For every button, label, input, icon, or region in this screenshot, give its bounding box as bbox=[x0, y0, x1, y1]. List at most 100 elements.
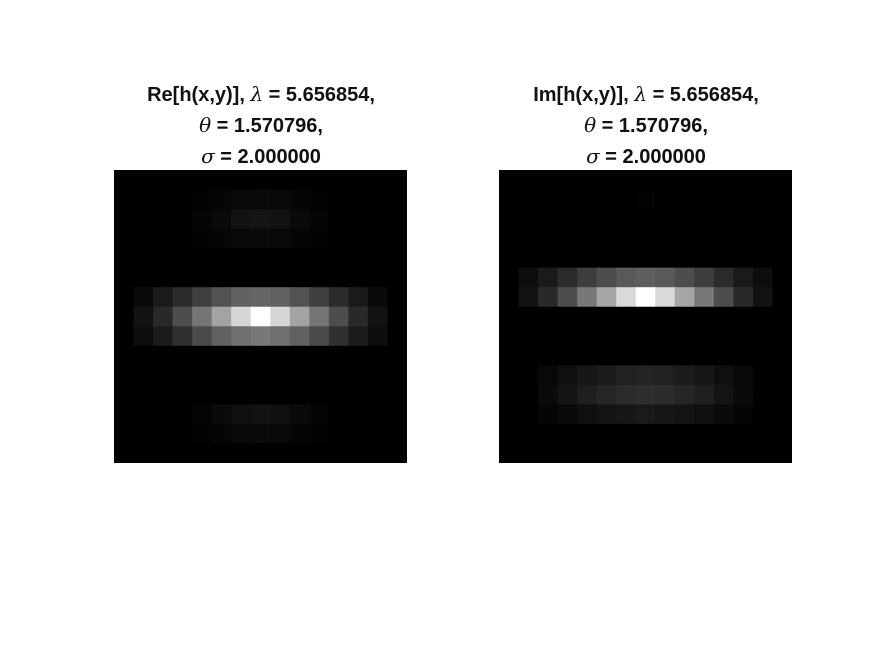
heatmap-cell-r10-c10 bbox=[694, 365, 715, 386]
heatmap-cell-r2-c1 bbox=[133, 209, 154, 229]
heatmap-cell-r6-c13 bbox=[752, 287, 773, 308]
heatmap-cell-r2-c0 bbox=[114, 209, 134, 229]
heatmap-cell-r12-c14 bbox=[387, 404, 407, 425]
heatmap-cell-r11-c14 bbox=[772, 384, 792, 405]
heatmap-cell-r11-c7 bbox=[635, 384, 656, 405]
heatmap-cell-r14-c2 bbox=[538, 443, 558, 463]
heatmap-cell-r2-c13 bbox=[752, 209, 773, 229]
heatmap-cell-r0-c5 bbox=[211, 170, 232, 190]
heatmap-cell-r1-c1 bbox=[518, 189, 539, 210]
heatmap-cell-r8-c4 bbox=[192, 326, 213, 347]
heatmap-cell-r1-c14 bbox=[387, 189, 407, 210]
heatmap-cell-r6-c9 bbox=[289, 287, 310, 308]
heatmap-cell-r5-c11 bbox=[328, 267, 349, 288]
heatmap-cell-r5-c3 bbox=[557, 267, 578, 288]
heatmap-cell-r9-c2 bbox=[153, 345, 173, 366]
heatmap-cell-r12-c9 bbox=[674, 404, 695, 425]
heatmap-cell-r10-c1 bbox=[133, 365, 154, 386]
heatmap-cell-r14-c10 bbox=[309, 443, 330, 463]
heatmap-cell-r10-c12 bbox=[348, 365, 369, 386]
heatmap-cell-r3-c7 bbox=[250, 228, 271, 249]
heatmap-cell-r5-c10 bbox=[694, 267, 715, 288]
heatmap-cell-r5-c13 bbox=[367, 267, 388, 288]
heatmap-cell-r8-c5 bbox=[596, 326, 617, 347]
heatmap-cell-r11-c1 bbox=[133, 384, 154, 405]
heatmap-cell-r6-c5 bbox=[211, 287, 232, 308]
heatmap-cell-r4-c8 bbox=[270, 248, 291, 269]
heatmap-cell-r14-c2 bbox=[153, 443, 173, 463]
heatmap-cell-r11-c9 bbox=[674, 384, 695, 405]
heatmap-cell-r8-c4 bbox=[577, 326, 598, 347]
heatmap-cell-r11-c8 bbox=[270, 384, 291, 405]
heatmap-cell-r7-c11 bbox=[328, 306, 349, 327]
heatmap-cell-r13-c9 bbox=[674, 423, 695, 444]
heatmap-cell-r10-c5 bbox=[596, 365, 617, 386]
heatmap-cell-r13-c2 bbox=[538, 423, 558, 444]
heatmap-cell-r3-c5 bbox=[211, 228, 232, 249]
heatmap-cell-r1-c3 bbox=[557, 189, 578, 210]
heatmap-cell-r0-c8 bbox=[270, 170, 291, 190]
heatmap-cell-r12-c6 bbox=[231, 404, 252, 425]
heatmap-cell-r13-c5 bbox=[596, 423, 617, 444]
heatmap-cell-r11-c4 bbox=[577, 384, 598, 405]
heatmap-cell-r4-c10 bbox=[694, 248, 715, 269]
heatmap-cell-r11-c9 bbox=[289, 384, 310, 405]
heatmap-cell-r5-c0 bbox=[499, 267, 519, 288]
heatmap-cell-r6-c14 bbox=[387, 287, 407, 308]
heatmap-cell-r9-c10 bbox=[309, 345, 330, 366]
heatmap-cell-r13-c11 bbox=[713, 423, 734, 444]
heatmap-cell-r3-c14 bbox=[772, 228, 792, 249]
heatmap-cell-r14-c12 bbox=[348, 443, 369, 463]
heatmap-cell-r12-c14 bbox=[772, 404, 792, 425]
heatmap-cell-r1-c5 bbox=[211, 189, 232, 210]
heatmap-cell-r12-c5 bbox=[211, 404, 232, 425]
heatmap-cell-r9-c0 bbox=[114, 345, 134, 366]
heatmap-cell-r5-c1 bbox=[133, 267, 154, 288]
heatmap-cell-r12-c2 bbox=[538, 404, 558, 425]
heatmap-cell-r1-c5 bbox=[596, 189, 617, 210]
heatmap-cell-r0-c11 bbox=[713, 170, 734, 190]
heatmap-cell-r2-c4 bbox=[192, 209, 213, 229]
heatmap-cell-r4-c4 bbox=[577, 248, 598, 269]
heatmap-cell-r7-c14 bbox=[387, 306, 407, 327]
heatmap-cell-r2-c11 bbox=[713, 209, 734, 229]
heatmap-cell-r7-c8 bbox=[270, 306, 291, 327]
heatmap-cell-r13-c8 bbox=[270, 423, 291, 444]
heatmap-cell-r9-c3 bbox=[172, 345, 193, 366]
heatmap-cell-r12-c4 bbox=[192, 404, 213, 425]
heatmap-cell-r9-c5 bbox=[211, 345, 232, 366]
heatmap-cell-r3-c13 bbox=[367, 228, 388, 249]
heatmap-cell-r5-c14 bbox=[387, 267, 407, 288]
heatmap-cell-r3-c6 bbox=[231, 228, 252, 249]
heatmap-cell-r0-c6 bbox=[616, 170, 637, 190]
heatmap-cell-r3-c11 bbox=[328, 228, 349, 249]
heatmap-cell-r12-c6 bbox=[616, 404, 637, 425]
heatmap-cell-r4-c7 bbox=[635, 248, 656, 269]
heatmap-cell-r12-c4 bbox=[577, 404, 598, 425]
heatmap-cell-r13-c1 bbox=[518, 423, 539, 444]
heatmap-cell-r13-c0 bbox=[114, 423, 134, 444]
heatmap-cell-r9-c13 bbox=[367, 345, 388, 366]
heatmap-cell-r11-c13 bbox=[752, 384, 773, 405]
heatmap-cell-r11-c6 bbox=[231, 384, 252, 405]
heatmap-cell-r9-c11 bbox=[713, 345, 734, 366]
heatmap-cell-r1-c8 bbox=[655, 189, 676, 210]
heatmap-cell-r13-c6 bbox=[616, 423, 637, 444]
heatmap-cell-r7-c8 bbox=[655, 306, 676, 327]
heatmap-cell-r14-c3 bbox=[172, 443, 193, 463]
title-line-2: θ = 1.570796, bbox=[199, 113, 323, 137]
heatmap-cell-r1-c13 bbox=[752, 189, 773, 210]
heatmap-cell-r7-c7 bbox=[635, 306, 656, 327]
heatmap-cell-r0-c2 bbox=[153, 170, 173, 190]
heatmap-cell-r0-c3 bbox=[557, 170, 578, 190]
heatmap-cell-r1-c12 bbox=[733, 189, 754, 210]
heatmap-cell-r4-c2 bbox=[153, 248, 173, 269]
heatmap-cell-r7-c2 bbox=[153, 306, 173, 327]
heatmap-cell-r7-c1 bbox=[133, 306, 154, 327]
heatmap-cell-r4-c9 bbox=[674, 248, 695, 269]
heatmap-cell-r12-c1 bbox=[133, 404, 154, 425]
heatmap-cell-r13-c0 bbox=[499, 423, 519, 444]
heatmap-cell-r7-c7 bbox=[250, 306, 271, 327]
heatmap-cell-r12-c13 bbox=[367, 404, 388, 425]
title-line-1: Im[h(x,y)], λ = 5.656854, bbox=[533, 82, 759, 106]
